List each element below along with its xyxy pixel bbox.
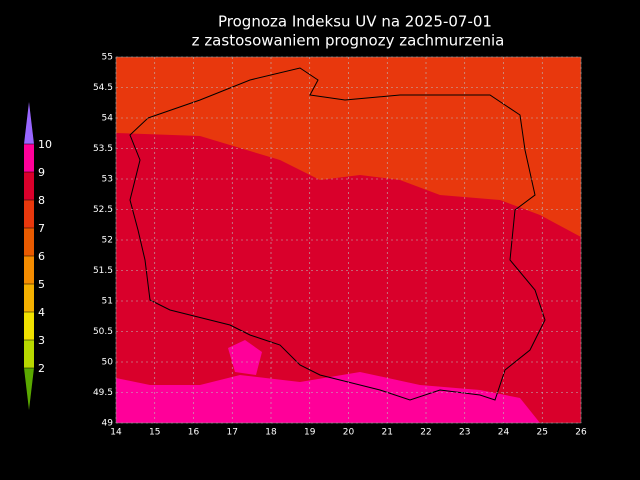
legend-band xyxy=(24,340,34,368)
legend-band xyxy=(24,256,34,284)
border xyxy=(129,67,546,401)
x-tick-label: 21 xyxy=(382,428,393,438)
x-tick-label: 22 xyxy=(420,428,431,438)
y-tick-label: 50 xyxy=(102,358,114,368)
x-tick-label: 18 xyxy=(265,428,277,438)
y-tick-label: 55 xyxy=(102,53,113,63)
legend-label: 3 xyxy=(38,334,45,347)
zone-magenta xyxy=(116,372,540,423)
legend-band xyxy=(24,312,34,340)
x-tick-label: 24 xyxy=(498,428,510,438)
zone-magenta-spot xyxy=(228,340,262,375)
x-tick-label: 17 xyxy=(227,428,238,438)
y-tick-label: 50.5 xyxy=(93,327,113,337)
legend-band xyxy=(24,172,34,200)
title-line-2: z zastosowaniem prognozy zachmurzenia xyxy=(192,32,505,50)
y-tick-label: 51 xyxy=(102,297,113,307)
map-frame xyxy=(115,56,582,424)
x-tick-label: 26 xyxy=(575,428,587,438)
x-tick-label: 25 xyxy=(537,428,548,438)
legend-label: 6 xyxy=(38,250,45,263)
y-tick-label: 49 xyxy=(102,419,114,429)
x-tick-label: 23 xyxy=(459,428,470,438)
x-tick-label: 19 xyxy=(304,428,316,438)
y-tick-label: 54.5 xyxy=(93,83,113,93)
legend-band xyxy=(24,228,34,256)
legend-label: 2 xyxy=(38,362,45,375)
x-tick-label: 15 xyxy=(149,428,160,438)
y-tick-label: 51.5 xyxy=(93,266,113,276)
legend-label: 10 xyxy=(38,138,52,151)
legend-band xyxy=(24,144,34,172)
legend-band xyxy=(24,200,34,228)
legend-label: 4 xyxy=(38,306,45,319)
y-tick-label: 49.5 xyxy=(93,388,113,398)
title-line-1: Prognoza Indeksu UV na 2025-07-01 xyxy=(218,13,492,31)
legend-label: 8 xyxy=(38,194,45,207)
y-tick-label: 52 xyxy=(102,236,113,246)
y-tick-label: 54 xyxy=(102,114,114,124)
x-tick-label: 14 xyxy=(110,428,122,438)
legend: 2 3 4 5 6 7 8 9 10 xyxy=(24,102,52,410)
y-tick-label: 53.5 xyxy=(93,144,113,154)
y-tick-label: 52.5 xyxy=(93,205,113,215)
x-tick-label: 16 xyxy=(188,428,200,438)
legend-label: 9 xyxy=(38,166,45,179)
legend-tip xyxy=(24,102,34,144)
legend-label: 5 xyxy=(38,278,45,291)
legend-band xyxy=(24,284,34,312)
y-tick-label: 53 xyxy=(102,175,113,185)
legend-label: 7 xyxy=(38,222,45,235)
x-tick-label: 20 xyxy=(343,428,355,438)
legend-tip xyxy=(24,368,34,410)
